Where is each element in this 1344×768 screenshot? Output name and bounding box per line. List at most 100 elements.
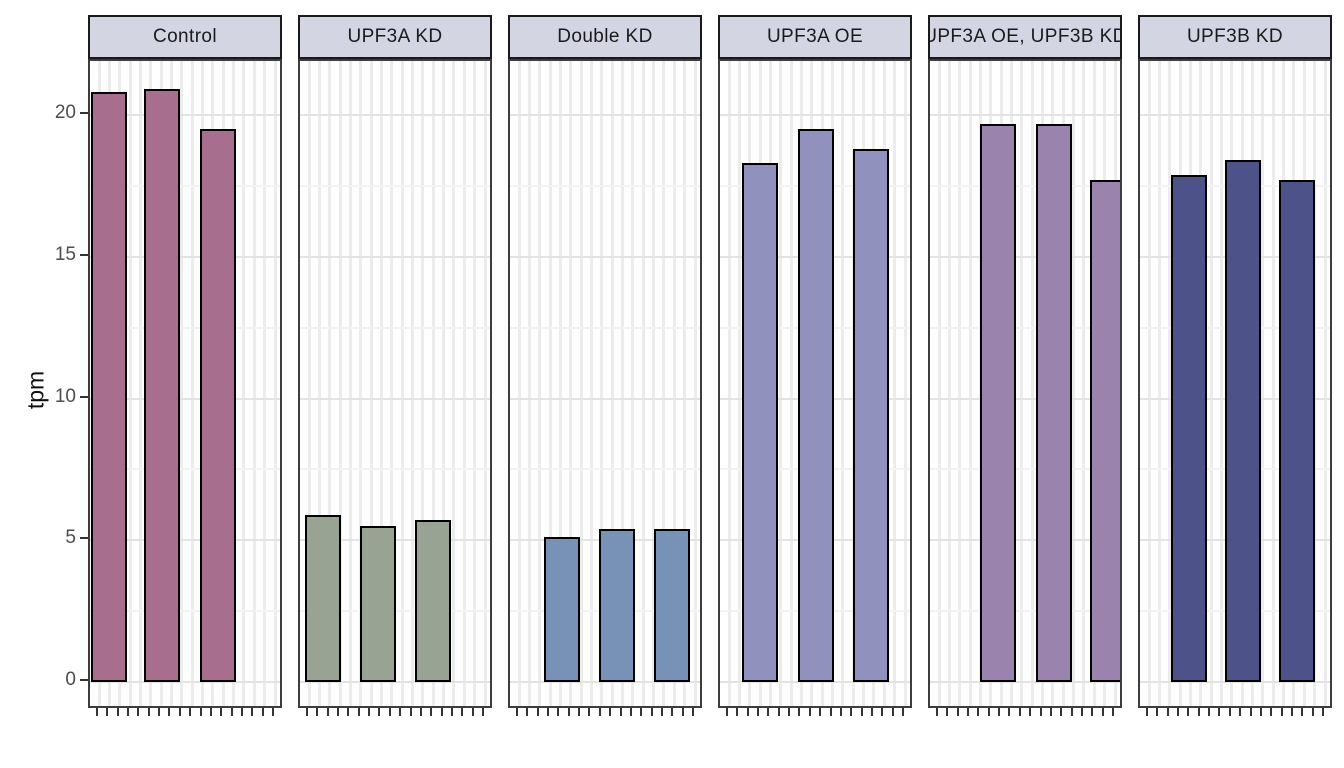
- x-tick-mark: [1187, 708, 1190, 716]
- x-tick-mark: [96, 708, 98, 716]
- vertical-gridline: [737, 61, 741, 706]
- vertical-gridline: [252, 61, 256, 706]
- x-tick-mark: [378, 708, 381, 716]
- x-tick-mark: [1146, 708, 1148, 716]
- x-tick-mark: [567, 708, 570, 716]
- vertical-gridline: [1271, 61, 1275, 706]
- facet-strip: UPF3A OE, UPF3B KD: [928, 15, 1122, 59]
- vertical-gridline: [548, 61, 552, 706]
- minor-gridline: [90, 184, 280, 187]
- x-tick-mark: [209, 708, 212, 716]
- x-tick-mark: [987, 708, 990, 716]
- bar: [415, 520, 451, 682]
- x-tick-mark: [1018, 708, 1021, 716]
- x-tick-mark: [660, 708, 663, 716]
- major-gridline: [90, 681, 280, 683]
- x-tick-mark: [116, 708, 119, 716]
- x-tick-mark: [1060, 708, 1063, 716]
- x-tick-mark: [860, 708, 863, 716]
- minor-gridline: [90, 610, 280, 613]
- vertical-gridline: [263, 61, 267, 706]
- bar: [654, 529, 690, 682]
- x-tick-mark: [1008, 708, 1011, 716]
- vertical-gridline: [958, 61, 962, 706]
- major-gridline: [510, 397, 700, 400]
- x-tick-mark: [736, 708, 739, 716]
- x-tick-mark: [272, 708, 274, 716]
- x-tick-mark: [516, 708, 518, 716]
- vertical-gridline: [242, 61, 246, 706]
- x-tick-mark: [788, 708, 791, 716]
- major-gridline: [720, 681, 910, 683]
- vertical-gridline: [1157, 61, 1161, 706]
- x-tick-mark: [746, 708, 749, 716]
- y-tick-mark: [80, 537, 88, 540]
- bar: [360, 526, 396, 682]
- x-tick-mark: [240, 708, 243, 716]
- x-tick-mark: [1101, 708, 1104, 716]
- bar: [1225, 160, 1261, 682]
- x-tick-mark: [337, 708, 340, 716]
- vertical-gridline: [190, 61, 194, 706]
- minor-gridline: [300, 184, 490, 187]
- vertical-gridline: [180, 61, 184, 706]
- x-tick-mark: [967, 708, 970, 716]
- x-tick-mark: [609, 708, 612, 716]
- vertical-gridline: [947, 61, 951, 706]
- vertical-gridline: [411, 61, 415, 706]
- major-gridline: [90, 114, 280, 116]
- vertical-gridline: [841, 61, 845, 706]
- x-tick-mark: [1259, 708, 1262, 716]
- x-tick-mark: [137, 708, 140, 716]
- y-tick-label: 20: [54, 102, 76, 123]
- x-tick-mark: [692, 708, 694, 716]
- vertical-gridline: [462, 61, 466, 706]
- major-gridline: [1140, 114, 1330, 116]
- vertical-gridline: [558, 61, 562, 706]
- facet-strip: Double KD: [508, 15, 702, 59]
- vertical-gridline: [621, 61, 625, 706]
- x-tick-mark: [471, 708, 474, 716]
- vertical-gridline: [631, 61, 635, 706]
- y-tick-label: 15: [54, 243, 76, 265]
- x-tick-mark: [1091, 708, 1094, 716]
- x-tick-mark: [482, 708, 484, 716]
- vertical-gridline: [693, 61, 697, 706]
- vertical-gridline: [903, 61, 907, 706]
- x-tick-mark: [767, 708, 770, 716]
- vertical-gridline: [610, 61, 614, 706]
- x-tick-mark: [251, 708, 254, 716]
- x-tick-mark: [388, 708, 391, 716]
- facet-panel: [88, 59, 282, 708]
- vertical-gridline: [1219, 61, 1223, 706]
- bar: [1279, 180, 1315, 682]
- x-tick-mark: [850, 708, 853, 716]
- vertical-gridline: [442, 61, 446, 706]
- x-tick-mark: [230, 708, 233, 716]
- minor-gridline: [90, 468, 280, 471]
- x-tick-mark: [1177, 708, 1180, 716]
- vertical-gridline: [727, 61, 731, 706]
- facet-panel: [718, 59, 912, 708]
- x-tick-mark: [158, 708, 161, 716]
- vertical-gridline: [338, 61, 342, 706]
- bar: [305, 515, 341, 682]
- x-tick-mark: [399, 708, 402, 716]
- vertical-gridline: [600, 61, 604, 706]
- x-tick-mark: [798, 708, 801, 716]
- major-gridline: [90, 397, 280, 400]
- x-tick-mark: [650, 708, 653, 716]
- vertical-gridline: [1168, 61, 1172, 706]
- vertical-gridline: [1261, 61, 1265, 706]
- minor-gridline: [300, 468, 490, 471]
- vertical-gridline: [1020, 61, 1024, 706]
- facet-strip-label: UPF3A OE: [766, 26, 864, 47]
- x-tick-mark: [557, 708, 560, 716]
- x-tick-mark: [1311, 708, 1314, 716]
- x-tick-mark: [220, 708, 223, 716]
- x-tick-mark: [619, 708, 622, 716]
- vertical-gridline: [1147, 61, 1151, 706]
- vertical-gridline: [473, 61, 477, 706]
- major-gridline: [720, 114, 910, 116]
- vertical-gridline: [937, 61, 941, 706]
